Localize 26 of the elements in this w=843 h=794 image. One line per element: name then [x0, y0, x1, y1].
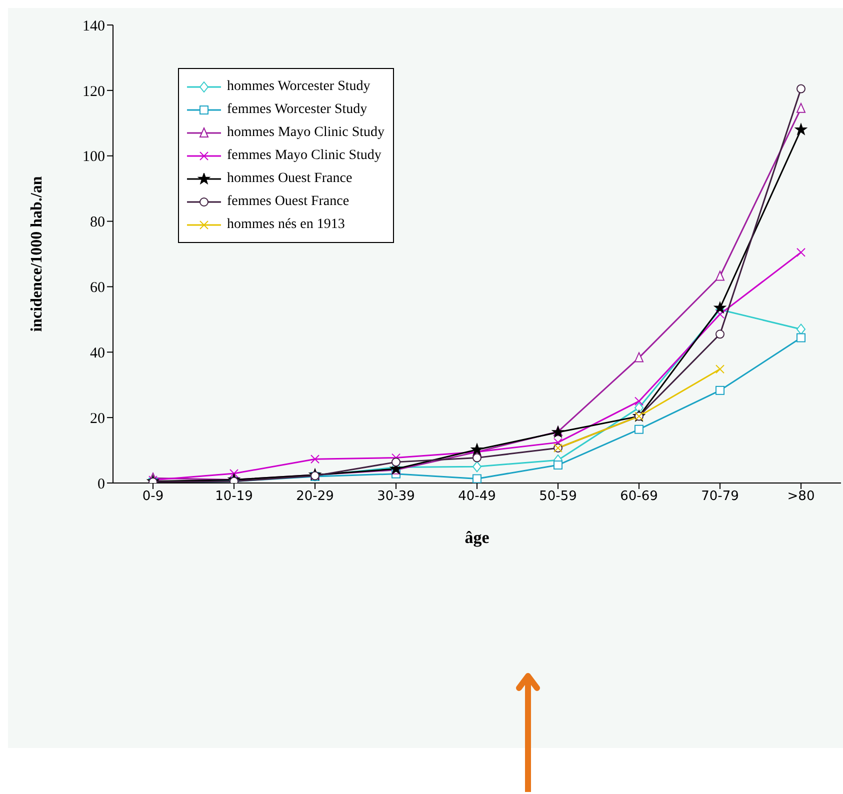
x-tick-label: 20-29	[296, 489, 334, 504]
x-tick-label: 40-49	[458, 489, 496, 504]
y-tick-label: 120	[82, 84, 105, 100]
legend-label: femmes Mayo Clinic Study	[227, 148, 382, 164]
legend-label: hommes Mayo Clinic Study	[227, 124, 384, 140]
y-tick-label: 0	[98, 476, 105, 492]
y-tick-label: 60	[90, 280, 105, 296]
legend-label: femmes Worcester Study	[227, 102, 368, 118]
x-tick-label: 60-69	[620, 489, 658, 504]
x-tick-label: 10-19	[215, 489, 253, 504]
y-tick-label: 100	[82, 149, 105, 166]
x-tick-label: 70-79	[701, 489, 739, 504]
x-tick-label: 0-9	[142, 489, 164, 504]
x-tick-label: 50-59	[539, 489, 577, 504]
legend-label: hommes nés en 1913	[227, 216, 345, 232]
y-tick-label: 80	[90, 214, 105, 231]
legend-label: hommes Ouest France	[227, 170, 352, 186]
x-axis-title: âge	[464, 528, 490, 547]
y-tick-label: 140	[82, 18, 105, 34]
legend-label: femmes Ouest France	[227, 194, 350, 210]
legend-label: hommes Worcester Study	[227, 78, 370, 94]
y-tick-label: 40	[90, 345, 105, 362]
x-tick-label: >80	[787, 489, 815, 504]
x-tick-label: 30-39	[377, 489, 415, 504]
y-axis-title: incidence/1000 hab./an	[28, 176, 46, 332]
y-tick-label: 20	[90, 410, 105, 427]
